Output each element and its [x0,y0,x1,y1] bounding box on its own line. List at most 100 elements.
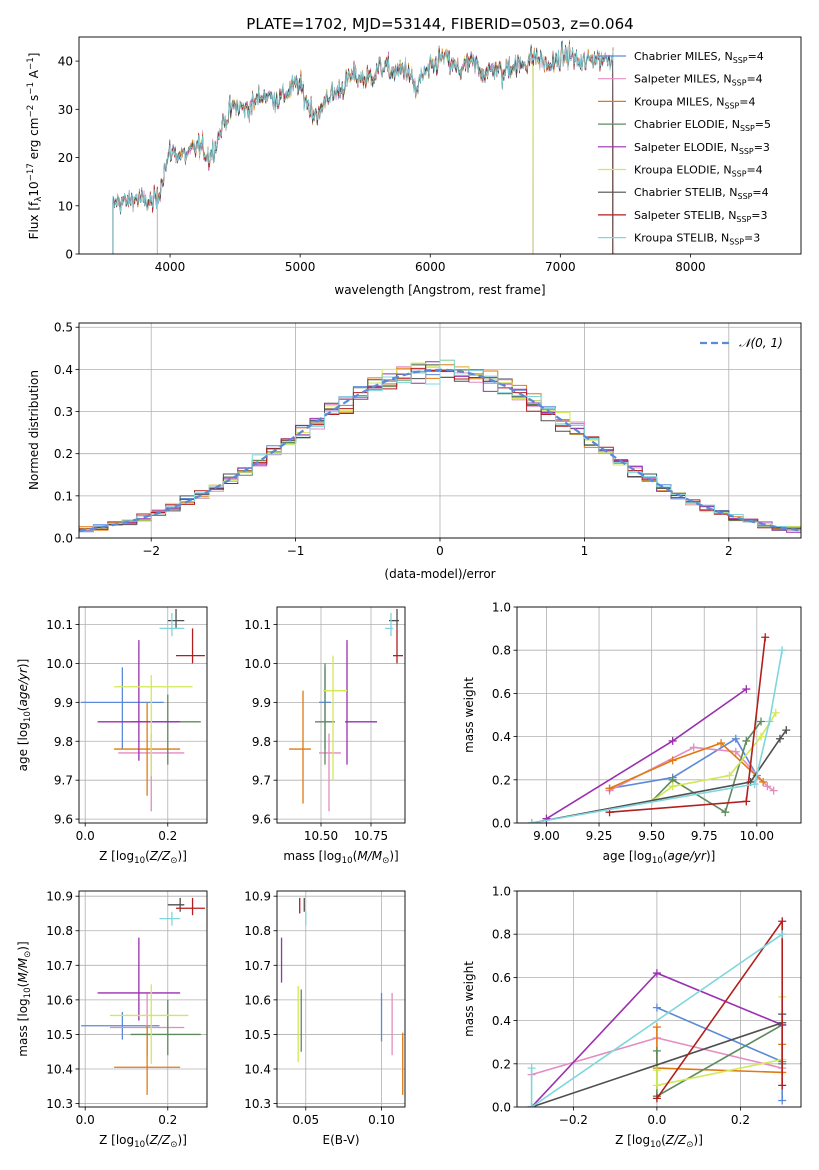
x-tick-label: 9.00 [533,829,560,843]
axes-frame [516,606,802,824]
series-line [546,688,747,820]
series-chabrier-elodie [652,1020,787,1101]
errorbar-chabrier-stelib [167,897,185,912]
axes-frame [276,606,406,824]
histogram-kroupa-stelib [79,359,801,538]
plot-area [527,917,787,1107]
legend-entry-chabrier-elodie: Chabrier ELODIE, NSSP=5 [634,118,771,133]
normal-reference-curve [79,368,801,532]
errorbar-chabrier-miles [81,1011,160,1040]
series-marker [652,1066,661,1075]
y-tick-label: 10.1 [244,618,271,632]
series-line [656,1006,783,1101]
errorbar-kroupa-miles [289,690,311,804]
panel-spectrum: 4000 5000 6000 7000 8000 0 10 20 30 40 [58,36,802,274]
axes-frame [276,890,406,1108]
panel-mass_vs_ebv: 0.05 0.10 10.3 10.4 10.5 10.6 10.7 10.8 10.9 [244,890,406,1127]
axes-frame [78,36,802,255]
legend-entry-kroupa-elodie: Kroupa ELODIE, NSSP=4 [634,164,763,179]
y-tick-label: 10.4 [46,1062,73,1076]
y-tick-label: 20 [58,151,73,165]
series-marker [652,1023,661,1032]
legend-entry-kroupa-stelib: Kroupa STELIB, NSSP=3 [634,232,760,247]
series-marker [527,1064,536,1073]
series-marker [763,782,772,791]
y-tick-label: 0.0 [54,532,73,546]
x-tick-label: 0.0 [76,1113,95,1127]
y-tick-label: 10.5 [244,1028,271,1042]
errorbar-chabrier-miles [81,667,164,750]
series-marker [750,780,759,789]
errorbar-kroupa-stelib [385,612,393,637]
series-marker [782,726,791,735]
series-marker [652,1003,661,1012]
series-marker [668,736,677,745]
x-tick-label: 2 [725,544,733,558]
errorbar-salpeter-stelib [176,897,205,916]
series-marker [757,717,766,726]
x-axis-label: wavelength [Angstrom, rest frame] [334,283,545,297]
y-tick-label: 9.6 [252,813,271,827]
y-axis-label: age [log10(age/yr)] [16,659,33,772]
y-tick-label: 0.2 [54,447,73,461]
y-tick-label: 9.7 [54,774,73,788]
series-kroupa-miles [652,1023,787,1077]
y-tick-label: 1.0 [492,601,511,615]
series-marker [527,1103,536,1107]
series-marker [742,685,751,694]
y-tick-label: 0.3 [54,405,73,419]
y-tick-label: 10.1 [46,618,73,632]
y-tick-label: 0.2 [492,773,511,787]
legend-entry-salpeter-elodie: Salpeter ELODIE, NSSP=3 [634,141,770,156]
series-marker [778,917,787,926]
x-tick-label: 0.0 [647,1113,666,1127]
errorbar-salpeter-stelib [176,628,205,664]
errorbar-chabrier-stelib [167,608,185,629]
axes-frame [516,890,802,1108]
series-marker [757,732,766,741]
errorbar-kroupa-stelib [159,911,181,926]
errorbar-kroupa-miles [114,1025,181,1095]
series-marker [775,734,784,743]
legend-entry-chabrier-stelib: Chabrier STELIB, NSSP=4 [634,186,769,201]
series-kroupa-miles [605,739,768,793]
errorbar-salpeter-elodie [97,640,181,761]
series-kroupa-stelib [527,646,787,823]
y-axis-label: Flux [fλ10−17 erg cm−2 s−1 A−1] [26,53,44,240]
y-tick-label: 0.5 [54,321,73,335]
errorbar-chabrier-elodie [130,694,201,765]
plot-area [280,897,404,1095]
panel-weight_vs_Z: −0.2 0.0 0.2 0.0 0.2 0.4 0.6 0.8 1.0 [492,885,802,1127]
y-tick-label: 9.8 [252,735,271,749]
panel-age_vs_mass: 10.50 10.75 9.6 9.7 9.8 9.9 10.0 10.1 [244,606,406,843]
x-axis-label: Z [log10(Z/Z⊙)] [99,849,187,866]
y-tick-label: 10.9 [46,890,73,904]
plot-area [527,633,791,823]
x-tick-label: 0.0 [76,829,95,843]
series-marker [731,734,740,743]
series-marker [652,1081,661,1090]
y-tick-label: 0.4 [54,363,73,377]
legend-entry-salpeter-miles: Salpeter MILES, NSSP=4 [634,73,763,88]
x-tick-label: 0.05 [292,1113,319,1127]
y-tick-label: 10.3 [244,1097,271,1111]
errorbar-chabrier-elodie [315,663,335,765]
y-tick-label: 9.7 [252,774,271,788]
x-tick-label: −0.2 [559,1113,588,1127]
errorbar-kroupa-elodie [114,675,193,777]
x-tick-label: 0 [436,544,444,558]
series-marker [668,756,677,765]
series-marker [771,708,780,717]
errorbar-kroupa-stelib [159,612,185,637]
x-tick-label: 4000 [155,260,186,274]
y-tick-label: 9.6 [54,813,73,827]
series-line [656,1023,783,1098]
y-axis-label: mass [log10(M/M⊙)] [16,941,33,1056]
x-tick-label: 1 [581,544,589,558]
y-tick-label: 9.9 [54,696,73,710]
legend: Chabrier MILES, NSSP=4 Salpeter MILES, NS… [598,50,771,247]
y-tick-label: 0.2 [492,1057,511,1071]
spectrum-line-kroupa-miles [112,39,615,254]
x-tick-label: 9.25 [586,829,613,843]
legend-entry-chabrier-miles: Chabrier MILES, NSSP=4 [634,50,764,65]
